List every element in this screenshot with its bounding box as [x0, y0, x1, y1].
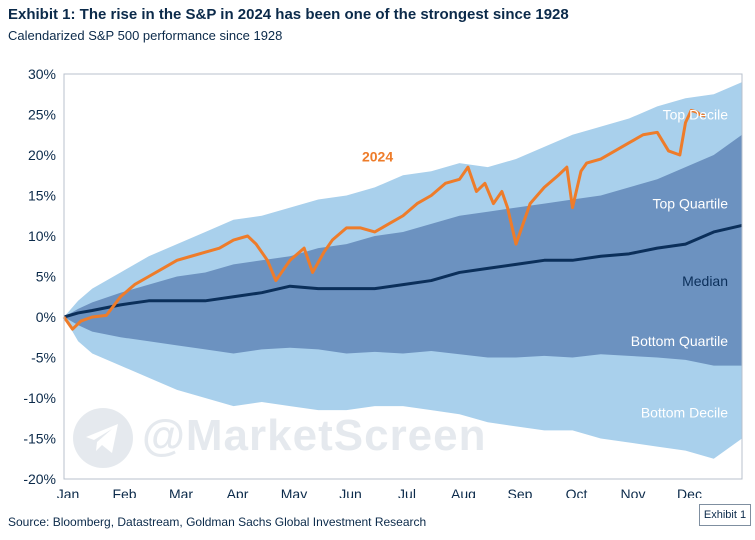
y-tick-label: -5% — [31, 350, 56, 366]
x-tick-label: Aug — [451, 486, 476, 498]
x-tick-label: Feb — [112, 486, 136, 498]
x-tick-label: Nov — [621, 486, 646, 498]
bottom-quartile-label: Bottom Quartile — [631, 333, 728, 349]
top-decile-label: Top Decile — [663, 106, 729, 122]
watermark: @MarketScreen — [72, 405, 572, 475]
x-tick-label: Jan — [57, 486, 80, 498]
chart-subtitle: Calendarized S&P 500 performance since 1… — [8, 28, 283, 43]
median-label: Median — [682, 273, 728, 289]
performance-chart: -20% -15% -10% -5% 0% 5% 10% 15% 20% 25% 30% Jan Feb… — [23, 66, 743, 498]
y-tick-label: 15% — [28, 188, 56, 204]
series-lines — [62, 108, 743, 331]
y-tick-label: 25% — [28, 107, 56, 123]
y-tick-label: 0% — [36, 309, 56, 325]
y-tick-label: -10% — [23, 390, 56, 406]
series-2024-line — [62, 108, 706, 331]
x-tick-label: Dec — [677, 486, 702, 498]
x-tick-label: Mar — [169, 486, 193, 498]
y-tick-label: 5% — [36, 269, 56, 285]
y-tick-label: -15% — [23, 431, 56, 447]
chart-title: Exhibit 1: The rise in the S&P in 2024 h… — [8, 6, 569, 23]
bottom-decile-label: Bottom Decile — [641, 404, 728, 420]
y-tick-label: 20% — [28, 147, 56, 163]
y-tick-label: 10% — [28, 228, 56, 244]
top-quartile-label: Top Quartile — [653, 195, 729, 211]
x-tick-label: Jun — [339, 486, 362, 498]
axis-ticks: -20% -15% -10% -5% 0% 5% 10% 15% 20% 25% 30% Jan Feb… — [23, 66, 743, 498]
y-tick-label: -20% — [23, 471, 56, 487]
x-tick-label: Jul — [398, 486, 416, 498]
exhibit-tag: Exhibit 1 — [699, 504, 751, 526]
x-tick-label: May — [281, 486, 307, 498]
x-tick-label: Oct — [566, 486, 588, 498]
annotations: Top Decile Top Quartile Median Bottom Quart… — [362, 106, 728, 420]
x-tick-label: Sep — [508, 486, 533, 498]
telegram-icon — [73, 408, 133, 468]
percentile-bands — [64, 82, 742, 459]
y-tick-label: 30% — [28, 66, 56, 82]
watermark-text: @MarketScreen — [142, 411, 487, 460]
plot-frame — [63, 73, 743, 480]
series-2024-label: 2024 — [362, 148, 393, 164]
median-line — [63, 224, 743, 319]
source-note: Source: Bloomberg, Datastream, Goldman S… — [8, 515, 427, 529]
quartile-band — [64, 134, 742, 366]
x-tick-label: Apr — [227, 486, 249, 498]
